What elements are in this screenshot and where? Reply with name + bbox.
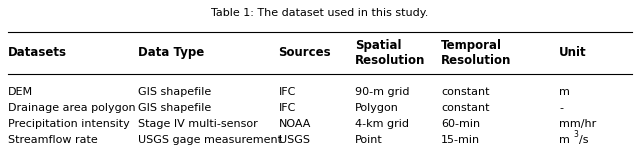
Text: Sources: Sources: [278, 46, 332, 59]
Text: -: -: [559, 103, 563, 113]
Text: 60-min: 60-min: [441, 119, 480, 129]
Text: Temporal
Resolution: Temporal Resolution: [441, 39, 511, 67]
Text: Table 1: The dataset used in this study.: Table 1: The dataset used in this study.: [211, 8, 429, 18]
Text: mm/hr: mm/hr: [559, 119, 596, 129]
Text: Datasets: Datasets: [8, 46, 67, 59]
Text: IFC: IFC: [278, 87, 296, 97]
Text: Point: Point: [355, 135, 383, 145]
Text: NOAA: NOAA: [278, 119, 311, 129]
Text: IFC: IFC: [278, 103, 296, 113]
Text: 15-min: 15-min: [441, 135, 480, 145]
Text: GIS shapefile: GIS shapefile: [138, 87, 212, 97]
Text: /s: /s: [579, 135, 589, 145]
Text: Precipitation intensity: Precipitation intensity: [8, 119, 129, 129]
Text: constant: constant: [441, 103, 490, 113]
Text: m: m: [559, 135, 570, 145]
Text: m: m: [559, 87, 570, 97]
Text: Stage IV multi-sensor: Stage IV multi-sensor: [138, 119, 258, 129]
Text: Polygon: Polygon: [355, 103, 399, 113]
Text: Drainage area polygon: Drainage area polygon: [8, 103, 136, 113]
Text: 3: 3: [573, 130, 578, 138]
Text: GIS shapefile: GIS shapefile: [138, 103, 212, 113]
Text: DEM: DEM: [8, 87, 33, 97]
Text: Unit: Unit: [559, 46, 587, 59]
Text: USGS: USGS: [278, 135, 310, 145]
Text: constant: constant: [441, 87, 490, 97]
Text: Streamflow rate: Streamflow rate: [8, 135, 97, 145]
Text: USGS gage measurement: USGS gage measurement: [138, 135, 282, 145]
Text: 4-km grid: 4-km grid: [355, 119, 409, 129]
Text: 90-m grid: 90-m grid: [355, 87, 410, 97]
Text: Spatial
Resolution: Spatial Resolution: [355, 39, 426, 67]
Text: Data Type: Data Type: [138, 46, 205, 59]
